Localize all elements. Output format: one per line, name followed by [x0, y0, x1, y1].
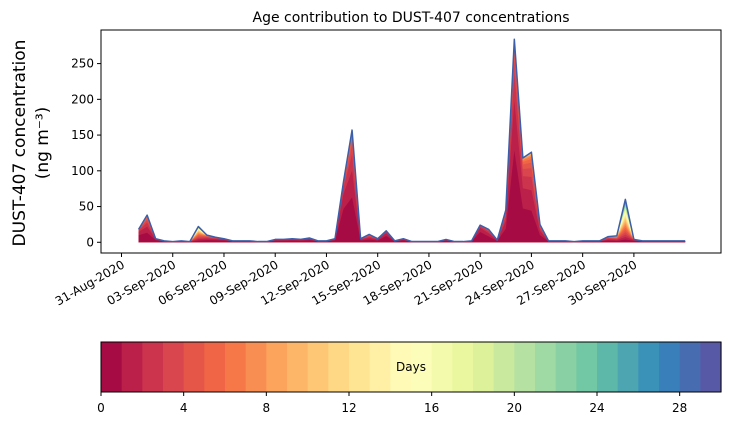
y-axis-label-line2: (ng m⁻³) — [33, 107, 53, 180]
colorbar: Days 0 4 8 12 16 20 24 28 — [97, 341, 722, 415]
colorbar-bin — [555, 342, 577, 392]
colorbar-bin — [700, 342, 722, 392]
colorbar-bin — [225, 342, 247, 392]
total-concentration-line — [137, 38, 686, 243]
y-axis-label: DUST-407 concentration (ng m⁻³) — [10, 40, 53, 247]
chart-title: Age contribution to DUST-407 concentrati… — [253, 10, 570, 26]
colorbar-tick-label: 12 — [341, 401, 356, 415]
colorbar-bin — [617, 342, 639, 392]
colorbar-bin — [638, 342, 660, 392]
colorbar-tick-label: 4 — [180, 401, 188, 415]
colorbar-bin — [163, 342, 185, 392]
age-stack-layers — [137, 38, 686, 243]
y-axis: 0 50 100 150 200 250 — [71, 57, 101, 249]
colorbar-bin — [390, 342, 412, 392]
colorbar-axis: 0 4 8 12 16 20 24 28 — [97, 392, 687, 415]
colorbar-bin — [431, 342, 453, 392]
colorbar-tick-label: 24 — [589, 401, 604, 415]
colorbar-bin — [535, 342, 557, 392]
colorbar-bin — [204, 342, 226, 392]
colorbar-bin — [121, 342, 143, 392]
colorbar-bin — [452, 342, 474, 392]
colorbar-bin — [245, 342, 267, 392]
colorbar-label: Days — [396, 360, 426, 374]
y-tick-label: 0 — [86, 235, 94, 249]
colorbar-bin — [659, 342, 681, 392]
colorbar-tick-label: 16 — [424, 401, 439, 415]
colorbar-bin — [576, 342, 598, 392]
colorbar-bin — [514, 342, 536, 392]
colorbar-bin — [493, 342, 515, 392]
colorbar-bin — [369, 342, 391, 392]
colorbar-bin — [183, 342, 205, 392]
colorbar-bin — [349, 342, 371, 392]
y-tick-label: 50 — [79, 200, 94, 214]
colorbar-bin — [266, 342, 288, 392]
colorbar-bin — [597, 342, 619, 392]
y-axis-label-line1: DUST-407 concentration — [10, 40, 30, 247]
plot-frame — [100, 29, 722, 254]
y-tick-label: 100 — [71, 164, 94, 178]
colorbar-tick-label: 8 — [263, 401, 271, 415]
x-axis: 31-Aug-202003-Sep-202006-Sep-202009-Sep-… — [53, 253, 639, 308]
colorbar-tick-label: 20 — [507, 401, 522, 415]
colorbar-tick-label: 0 — [97, 401, 105, 415]
colorbar-tick-label: 28 — [672, 401, 687, 415]
y-tick-label: 200 — [71, 92, 94, 106]
colorbar-bin — [142, 342, 164, 392]
colorbar-bin — [287, 342, 309, 392]
colorbar-frame — [100, 341, 722, 393]
colorbar-bin — [101, 342, 123, 392]
colorbar-bin — [328, 342, 350, 392]
plot-area: 0 50 100 150 200 250 31-Aug-202003-Sep-202006… — [53, 29, 722, 308]
y-tick-label: 250 — [71, 57, 94, 71]
colorbar-bin — [473, 342, 495, 392]
colorbar-bin — [679, 342, 701, 392]
colorbar-bin — [411, 342, 433, 392]
y-tick-label: 150 — [71, 128, 94, 142]
colorbar-bin — [307, 342, 329, 392]
colorbar-bins — [101, 342, 722, 392]
